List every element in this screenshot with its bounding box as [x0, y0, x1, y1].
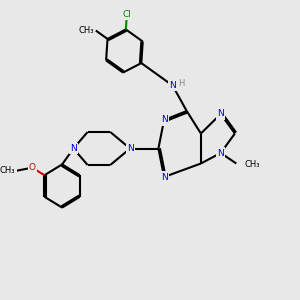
Text: N: N: [217, 148, 224, 158]
Text: O: O: [29, 163, 36, 172]
Text: CH₃: CH₃: [244, 160, 260, 169]
Text: N: N: [161, 172, 167, 182]
Text: N: N: [217, 110, 224, 118]
Text: Cl: Cl: [122, 10, 131, 19]
Text: N: N: [70, 144, 77, 153]
Text: CH₃: CH₃: [0, 166, 15, 175]
Text: CH₃: CH₃: [79, 26, 94, 35]
Text: N: N: [161, 116, 167, 124]
Text: N: N: [169, 81, 176, 90]
Text: H: H: [178, 79, 185, 88]
Text: N: N: [127, 144, 134, 153]
